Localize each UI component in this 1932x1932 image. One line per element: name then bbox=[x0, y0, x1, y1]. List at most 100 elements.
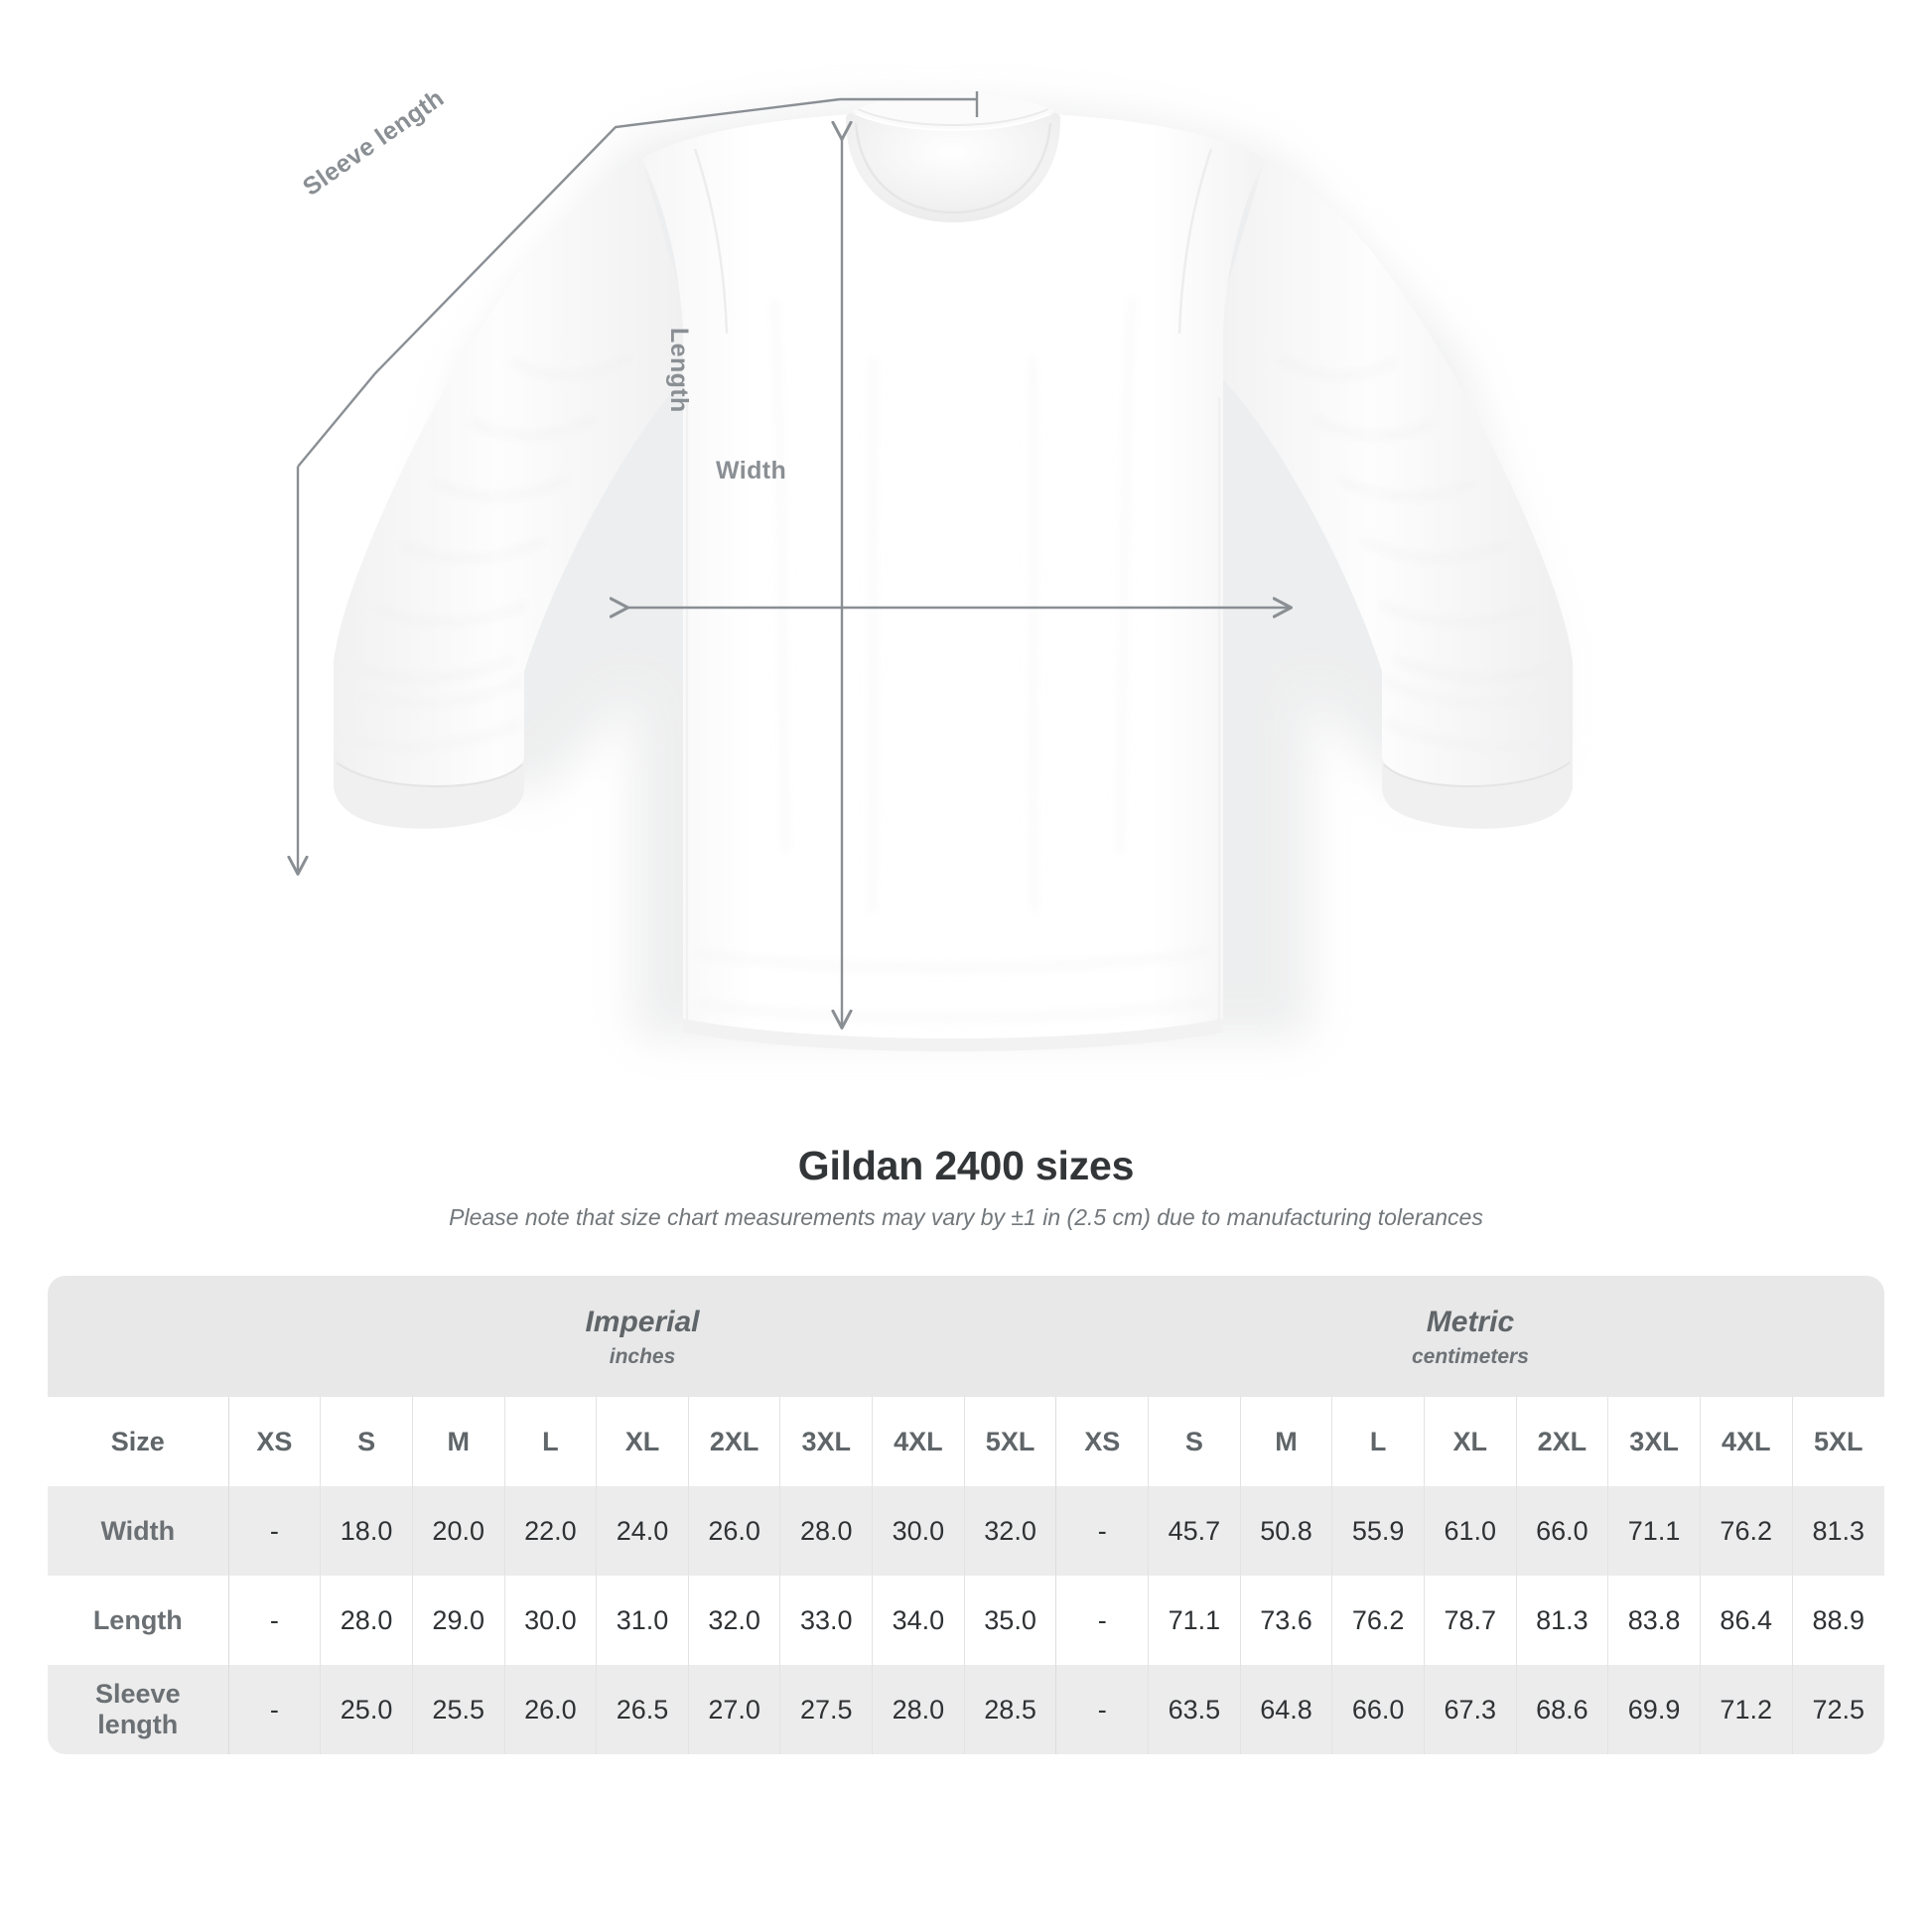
size-cell: M bbox=[412, 1397, 505, 1486]
value-cell: 78.7 bbox=[1424, 1576, 1517, 1665]
size-cell: S bbox=[1148, 1397, 1241, 1486]
value-cell: 86.4 bbox=[1700, 1576, 1793, 1665]
value-cell: 76.2 bbox=[1331, 1576, 1425, 1665]
value-cell: 64.8 bbox=[1240, 1665, 1333, 1754]
value-cell: 34.0 bbox=[872, 1576, 965, 1665]
value-cell: - bbox=[1055, 1576, 1150, 1665]
value-cell: 67.3 bbox=[1424, 1665, 1517, 1754]
value-cell: 35.0 bbox=[964, 1576, 1057, 1665]
value-cell: 69.9 bbox=[1607, 1665, 1701, 1754]
value-cell: 28.5 bbox=[964, 1665, 1057, 1754]
value-cell: 50.8 bbox=[1240, 1486, 1333, 1576]
value-cell: 32.0 bbox=[964, 1486, 1057, 1576]
size-cell: XS bbox=[228, 1397, 322, 1486]
value-cell: 45.7 bbox=[1148, 1486, 1241, 1576]
value-cell: 71.2 bbox=[1700, 1665, 1793, 1754]
value-cell: 24.0 bbox=[596, 1486, 689, 1576]
value-cell: - bbox=[1055, 1665, 1150, 1754]
row-label-length: Length bbox=[48, 1576, 229, 1665]
table-row: Length - 28.0 29.0 30.0 31.0 32.0 33.0 3… bbox=[48, 1576, 1884, 1665]
value-cell: 63.5 bbox=[1148, 1665, 1241, 1754]
value-cell: 30.0 bbox=[872, 1486, 965, 1576]
value-cell: 31.0 bbox=[596, 1576, 689, 1665]
value-cell: 61.0 bbox=[1424, 1486, 1517, 1576]
value-cell: 66.0 bbox=[1516, 1486, 1609, 1576]
value-cell: 33.0 bbox=[779, 1576, 874, 1665]
shirt-body bbox=[641, 111, 1265, 1051]
unit-header-corner bbox=[48, 1276, 229, 1397]
size-cell: XL bbox=[1424, 1397, 1517, 1486]
row-label-sleeve-length: Sleeve length bbox=[48, 1665, 229, 1754]
value-cell: 55.9 bbox=[1331, 1486, 1425, 1576]
unit-header-metric: Metric centimeters bbox=[1055, 1276, 1884, 1397]
size-cell: S bbox=[320, 1397, 413, 1486]
value-cell: 25.5 bbox=[412, 1665, 505, 1754]
size-cell: XS bbox=[1055, 1397, 1150, 1486]
value-cell: 22.0 bbox=[504, 1486, 598, 1576]
value-cell: 71.1 bbox=[1148, 1576, 1241, 1665]
size-cell: 5XL bbox=[1792, 1397, 1884, 1486]
size-cell: 5XL bbox=[964, 1397, 1057, 1486]
value-cell: 76.2 bbox=[1700, 1486, 1793, 1576]
value-cell: 26.0 bbox=[504, 1665, 598, 1754]
value-cell: 88.9 bbox=[1792, 1576, 1884, 1665]
unit-sub-metric: centimeters bbox=[1412, 1345, 1529, 1368]
unit-name-imperial: Imperial bbox=[585, 1306, 700, 1338]
page-subtitle: Please note that size chart measurements… bbox=[449, 1204, 1483, 1231]
value-cell: 32.0 bbox=[688, 1576, 781, 1665]
table-row: Sleeve length - 25.0 25.5 26.0 26.5 27.0… bbox=[48, 1665, 1884, 1754]
right-sleeve bbox=[1205, 159, 1573, 829]
value-cell: 26.5 bbox=[596, 1665, 689, 1754]
value-cell: 26.0 bbox=[688, 1486, 781, 1576]
value-cell: 29.0 bbox=[412, 1576, 505, 1665]
size-header-row: Size XS S M L XL 2XL 3XL 4XL 5XL XS S M … bbox=[48, 1397, 1884, 1486]
value-cell: 68.6 bbox=[1516, 1665, 1609, 1754]
value-cell: - bbox=[228, 1486, 322, 1576]
value-cell: 27.5 bbox=[779, 1665, 874, 1754]
size-cell: 3XL bbox=[1607, 1397, 1701, 1486]
length-label: Length bbox=[665, 328, 693, 413]
table-row: Width - 18.0 20.0 22.0 24.0 26.0 28.0 30… bbox=[48, 1486, 1884, 1576]
size-chart-table: Imperial inches Metric centimeters Size … bbox=[48, 1276, 1884, 1754]
value-cell: 83.8 bbox=[1607, 1576, 1701, 1665]
size-cell: 2XL bbox=[688, 1397, 781, 1486]
value-cell: 28.0 bbox=[320, 1576, 413, 1665]
value-cell: 71.1 bbox=[1607, 1486, 1701, 1576]
value-cell: 73.6 bbox=[1240, 1576, 1333, 1665]
value-cell: 25.0 bbox=[320, 1665, 413, 1754]
shirt-svg bbox=[0, 91, 1573, 1051]
unit-header-imperial: Imperial inches bbox=[228, 1276, 1056, 1397]
value-cell: 72.5 bbox=[1792, 1665, 1884, 1754]
unit-sub-imperial: inches bbox=[609, 1345, 676, 1368]
measurement-guides bbox=[298, 91, 1291, 1028]
size-cell: L bbox=[1331, 1397, 1425, 1486]
value-cell: 28.0 bbox=[779, 1486, 874, 1576]
value-cell: 27.0 bbox=[688, 1665, 781, 1754]
value-cell: 66.0 bbox=[1331, 1665, 1425, 1754]
value-cell: 28.0 bbox=[872, 1665, 965, 1754]
page-title: Gildan 2400 sizes bbox=[797, 1143, 1135, 1188]
value-cell: 30.0 bbox=[504, 1576, 598, 1665]
size-cell: XL bbox=[596, 1397, 689, 1486]
value-cell: 20.0 bbox=[412, 1486, 505, 1576]
size-cell: 4XL bbox=[1700, 1397, 1793, 1486]
sleeve-length-guide bbox=[298, 97, 978, 874]
width-label: Width bbox=[716, 457, 787, 484]
size-row-label: Size bbox=[48, 1397, 229, 1486]
garment-illustration: Sleeve length Length Width bbox=[0, 84, 1573, 1051]
value-cell: - bbox=[228, 1665, 322, 1754]
unit-name-metric: Metric bbox=[1426, 1306, 1515, 1338]
size-chart-table-wrap: Imperial inches Metric centimeters Size … bbox=[48, 1276, 1884, 1754]
size-cell: 4XL bbox=[872, 1397, 965, 1486]
size-cell: 3XL bbox=[779, 1397, 874, 1486]
value-cell: - bbox=[228, 1576, 322, 1665]
size-cell: M bbox=[1240, 1397, 1333, 1486]
value-cell: 81.3 bbox=[1792, 1486, 1884, 1576]
row-label-width: Width bbox=[48, 1486, 229, 1576]
value-cell: 18.0 bbox=[320, 1486, 413, 1576]
collar bbox=[846, 93, 1060, 222]
value-cell: 81.3 bbox=[1516, 1576, 1609, 1665]
value-cell: - bbox=[1055, 1486, 1150, 1576]
size-cell: L bbox=[504, 1397, 598, 1486]
